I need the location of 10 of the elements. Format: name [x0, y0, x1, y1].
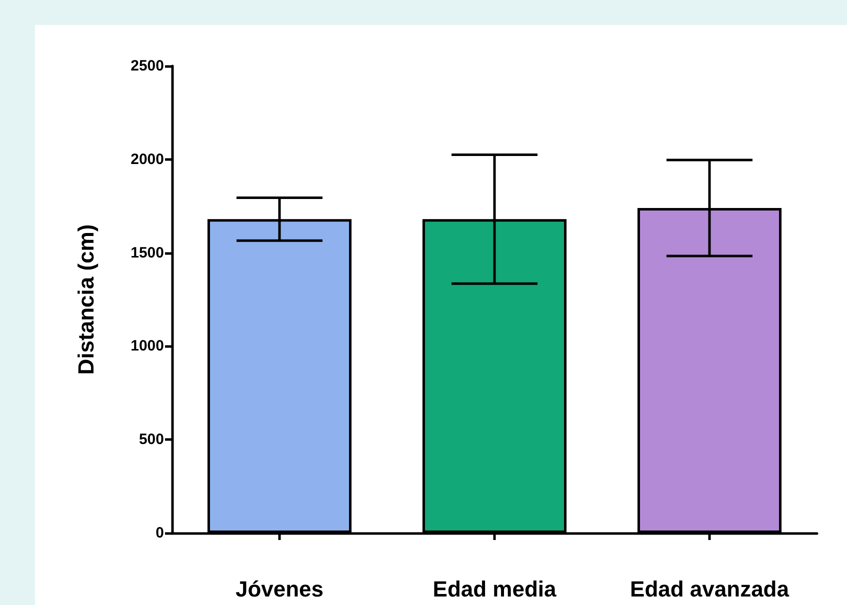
x-tick-label: Edad avanzada [630, 576, 790, 602]
y-tick-label: 2500 [130, 58, 164, 74]
y-tick-label: 1000 [130, 338, 164, 355]
y-tick-label: 500 [138, 431, 164, 448]
y-axis-title: Distancia (cm) [74, 224, 98, 375]
y-tick-label: 1500 [130, 244, 164, 262]
y-tick-label: 0 [156, 524, 164, 542]
x-tick-label: Jóvenes [235, 576, 324, 602]
y-tick-label: 2000 [130, 150, 164, 168]
x-tick-label: Edad media [432, 576, 558, 602]
